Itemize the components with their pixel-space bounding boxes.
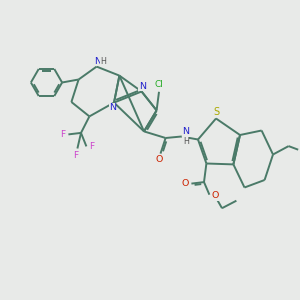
Text: O: O — [155, 155, 163, 164]
Text: F: F — [60, 130, 65, 139]
Text: O: O — [182, 179, 189, 188]
Text: H: H — [183, 136, 189, 146]
Text: N: N — [94, 57, 101, 66]
Text: N: N — [109, 103, 116, 112]
Text: O: O — [211, 191, 218, 200]
Text: H: H — [100, 57, 106, 66]
Text: F: F — [89, 142, 94, 151]
Text: N: N — [139, 82, 146, 91]
Text: Cl: Cl — [155, 80, 164, 89]
Text: N: N — [182, 128, 189, 136]
Text: F: F — [73, 151, 79, 160]
Text: S: S — [213, 107, 219, 117]
